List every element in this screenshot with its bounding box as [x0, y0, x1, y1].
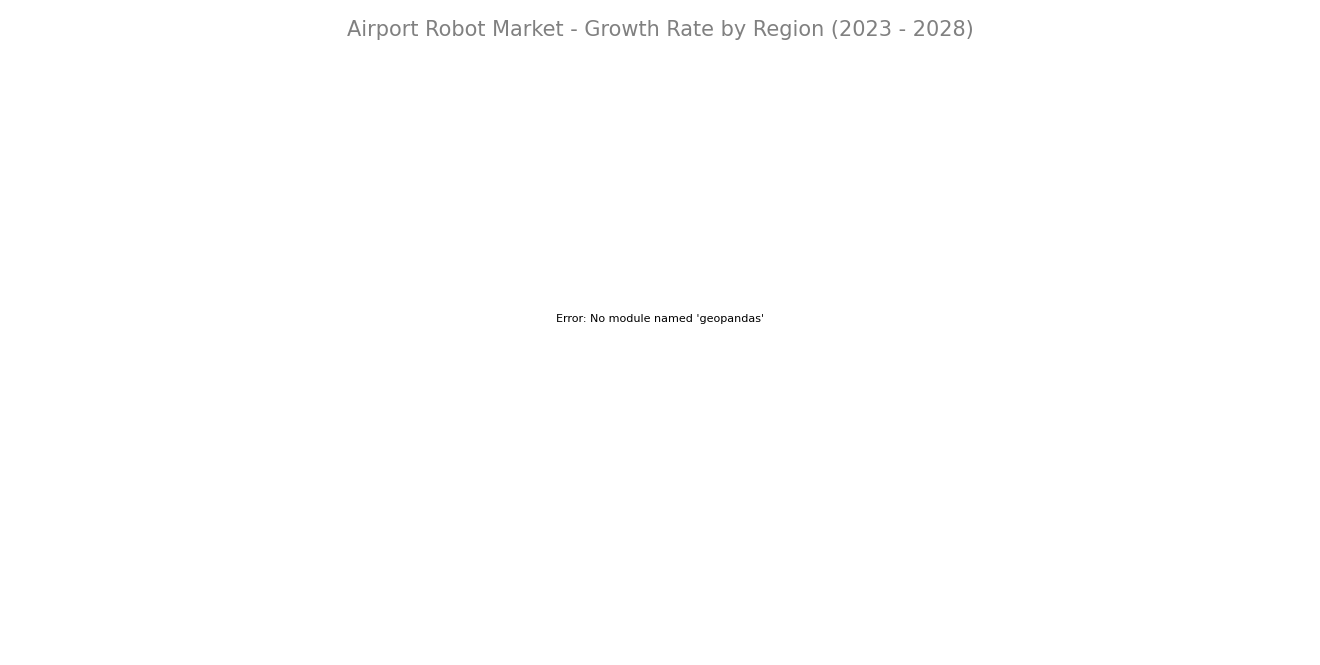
Text: Airport Robot Market - Growth Rate by Region (2023 - 2028): Airport Robot Market - Growth Rate by Re…	[347, 20, 973, 40]
Text: Error: No module named 'geopandas': Error: No module named 'geopandas'	[556, 314, 764, 325]
